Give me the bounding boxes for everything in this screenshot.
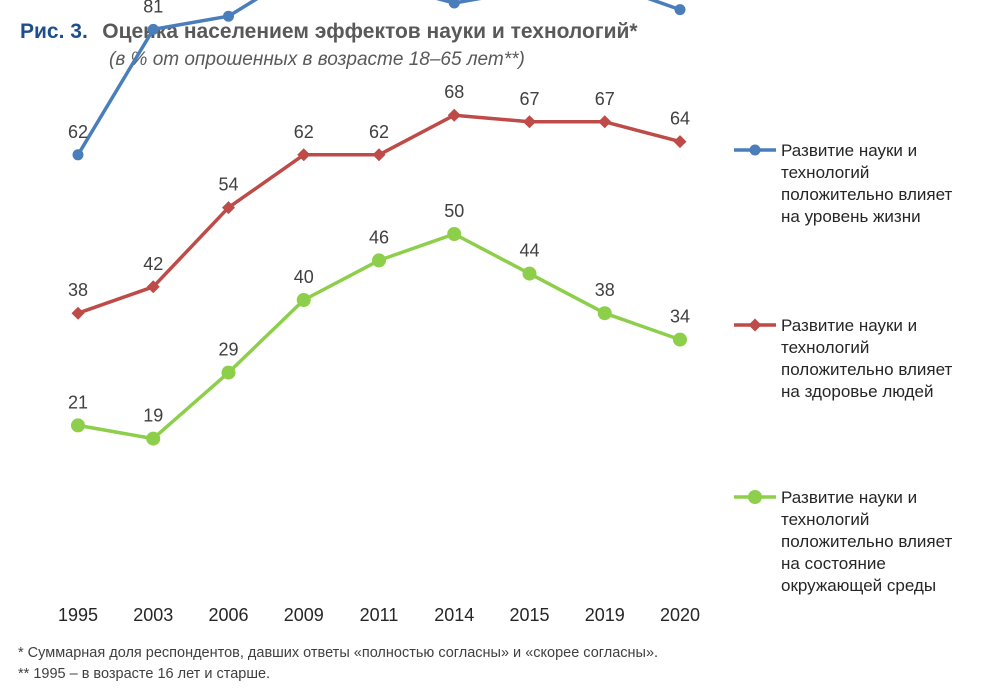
data-label: 54 <box>218 175 238 195</box>
legend-label: Развитие науки и <box>781 316 917 335</box>
series-1: 628183908885878884 <box>68 0 686 161</box>
data-label: 67 <box>595 89 615 109</box>
series-3-point <box>522 266 537 281</box>
data-label: 50 <box>444 201 464 221</box>
data-label: 46 <box>369 227 389 247</box>
legend-label: технологий <box>781 163 869 182</box>
series-3-point <box>146 431 161 446</box>
series-3-point <box>597 306 612 321</box>
series-3-point <box>296 293 311 307</box>
legend-label: положительно влияет <box>781 185 953 204</box>
data-label: 38 <box>68 280 88 300</box>
legend-label: на состояние <box>781 554 886 573</box>
x-tick-label: 2019 <box>585 605 625 625</box>
series-1-point <box>674 4 686 16</box>
data-label: 81 <box>143 0 163 16</box>
data-label: 21 <box>68 392 88 412</box>
legend-label: окружающей среды <box>781 576 936 595</box>
series-2-line <box>77 113 681 315</box>
data-label: 62 <box>68 122 88 142</box>
footnote-1: * Суммарная доля респондентов, давших от… <box>18 645 659 661</box>
data-label: 83 <box>218 0 238 3</box>
legend-label: технологий <box>781 510 869 529</box>
legend-label: технологий <box>781 338 869 357</box>
series-2-point <box>297 148 311 162</box>
series-2-point <box>71 306 85 320</box>
figure-title: Оценка населением эффектов науки и техно… <box>102 20 638 43</box>
x-tick-label: 2014 <box>434 605 474 625</box>
data-label: 68 <box>444 82 464 102</box>
series-2-point <box>372 148 386 162</box>
series-3-point <box>673 332 687 347</box>
x-tick-label: 2011 <box>360 605 399 625</box>
x-tick-label: 2015 <box>509 605 549 625</box>
series-2-point <box>673 135 687 149</box>
legend-label: на уровень жизни <box>781 207 921 226</box>
series-1-point <box>223 10 234 22</box>
series-3: 21 19 29 40 46 50 44 38 34 <box>68 201 690 446</box>
series-1-point <box>147 23 159 35</box>
x-tick-label: 1995 <box>58 605 98 625</box>
series-1-line <box>76 0 681 156</box>
figure-subtitle: (в % от опрошенных в возрасте 18–65 лет*… <box>109 49 525 70</box>
footnote-2: ** 1995 – в возрасте 16 лет и старше. <box>18 666 271 682</box>
x-axis: 1995 2003 2006 2009 2011 2014 2015 2019 2020 <box>58 605 700 625</box>
x-tick-label: 2006 <box>208 605 248 625</box>
x-tick-label: 2003 <box>133 605 173 625</box>
legend-label: положительно влияет <box>781 532 953 551</box>
series-2-point <box>222 201 235 215</box>
data-label: 62 <box>369 122 389 142</box>
legend: Развитие науки и технологий положительно в… <box>734 141 953 595</box>
legend-marker <box>748 490 762 504</box>
series-2-point <box>146 280 160 294</box>
legend-entry-2: Развитие науки и технологий положительно в… <box>734 316 953 401</box>
footnotes: * Суммарная доля респондентов, давших от… <box>18 643 658 685</box>
data-label: 42 <box>143 254 163 274</box>
series-3-point <box>71 418 85 433</box>
legend-label: Развитие науки и <box>781 488 917 507</box>
legend-entry-3: Развитие науки и технологий положительно в… <box>734 488 953 595</box>
legend-label: положительно влияет <box>781 360 953 379</box>
figure-header: Рис. 3. Оценка населением эффектов науки… <box>20 20 980 44</box>
x-tick-label: 2020 <box>660 605 700 625</box>
data-label: 29 <box>218 340 238 360</box>
data-label: 67 <box>519 89 539 109</box>
data-label: 44 <box>519 241 539 261</box>
data-label: 40 <box>294 267 314 287</box>
figure-label: Рис. 3. <box>20 20 88 43</box>
series-2-point <box>523 115 536 129</box>
series-1-point <box>448 0 460 9</box>
series-3-point <box>221 365 236 380</box>
series-3-point <box>447 227 462 241</box>
legend-entry-1: Развитие науки и технологий положительно в… <box>734 141 953 226</box>
legend-marker <box>749 144 761 156</box>
data-label: 62 <box>294 122 314 142</box>
legend-label: на здоровье людей <box>781 382 934 401</box>
series-2: 38 42 54 62 62 68 67 67 64 <box>68 82 690 320</box>
data-label: 64 <box>670 109 690 129</box>
series-layer: 6281839088858788843842546262686767642119… <box>68 0 690 446</box>
x-tick-label: 2009 <box>284 605 324 625</box>
series-2-point <box>598 115 612 129</box>
data-label: 19 <box>143 406 163 426</box>
data-label: 34 <box>670 307 690 327</box>
legend-label: Развитие науки и <box>781 141 917 160</box>
series-3-point <box>372 253 386 268</box>
series-2-point <box>447 108 461 122</box>
data-label: 38 <box>595 280 615 300</box>
legend-marker <box>748 318 762 332</box>
series-1-point <box>72 149 84 161</box>
